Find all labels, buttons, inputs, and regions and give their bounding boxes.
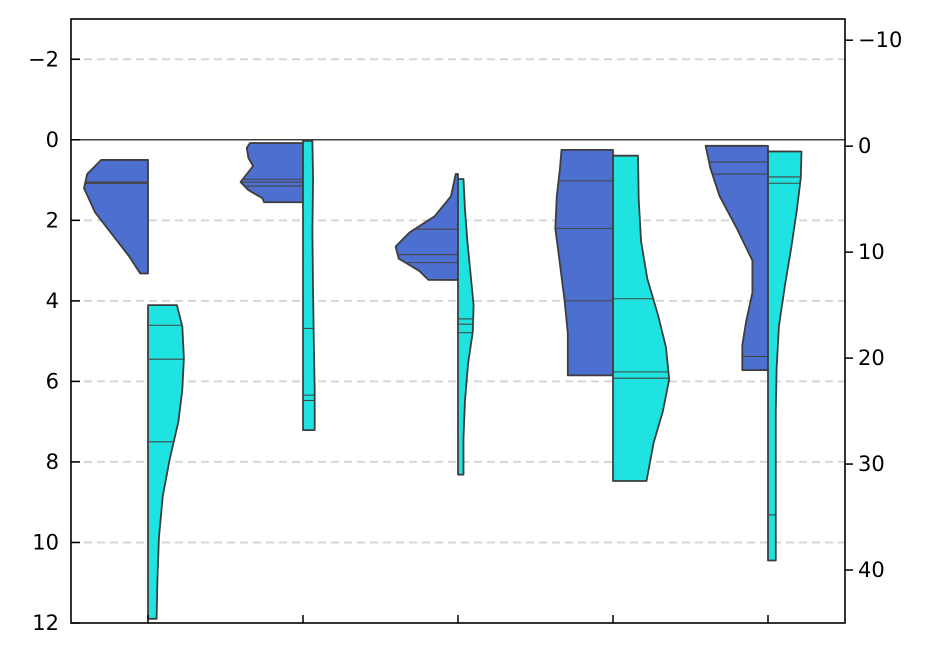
violin-1-4 [554,148,614,377]
y2-tick-label: 40 [858,558,885,582]
violin-2-4 [612,154,671,482]
violin-2-2 [302,139,316,432]
y2-tick-label: 0 [858,134,871,158]
violin-1-1 [83,159,149,275]
axes: −2 0 2 4 6 8 10 12 −10 0 10 20 30 40 [28,28,902,635]
y-tick-label: 6 [46,369,59,393]
y-tick-label: 10 [32,530,59,554]
y-tick-label: 4 [46,289,59,313]
violin-2-5 [767,150,803,562]
y2-tick-label: 20 [858,346,885,370]
y2-tick-label: 30 [858,452,885,476]
violins [83,139,803,620]
y2-tick-label: 10 [858,240,885,264]
violin-1-5 [704,144,769,372]
y2-tick-label: −10 [858,28,902,52]
grid-lines [71,58,845,544]
violin-1-2 [239,142,304,204]
violin-2-3 [457,178,475,476]
violin-2-1 [147,304,185,620]
y-tick-label: 0 [46,128,59,152]
y-tick-label: 8 [46,450,59,474]
violin-1-3 [394,173,459,281]
y-tick-label: 12 [32,611,59,635]
y-tick-label: −2 [28,47,59,71]
y-tick-label: 2 [46,208,59,232]
